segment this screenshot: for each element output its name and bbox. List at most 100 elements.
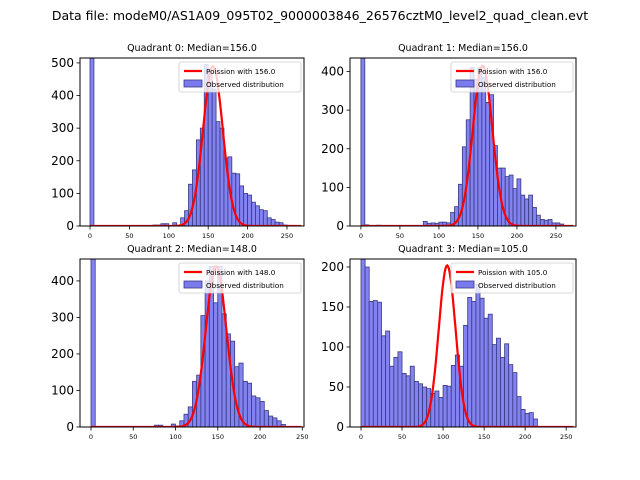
y-tick-label: 200 bbox=[321, 260, 344, 274]
histogram-bar bbox=[500, 167, 506, 226]
x-tick-label: 150 bbox=[212, 433, 224, 441]
histogram-bar bbox=[508, 364, 514, 427]
histogram-bar bbox=[446, 385, 452, 427]
y-tick-label: 300 bbox=[51, 121, 74, 135]
subplot-quadrant-3: Quadrant 3: Median=105.0 0 50 100 150 200 250 0… bbox=[321, 244, 577, 441]
histogram-bar bbox=[278, 222, 284, 226]
y-tick-label: 0 bbox=[66, 219, 74, 233]
histogram-bar bbox=[247, 194, 252, 226]
x-tick-label: 0 bbox=[88, 232, 92, 240]
y-tick-label: 200 bbox=[51, 154, 74, 168]
figure-suptitle: Data file: modeM0/AS1A09_095T02_90000038… bbox=[52, 8, 588, 23]
poisson-curve bbox=[360, 64, 574, 226]
x-tick-label: 0 bbox=[359, 433, 363, 441]
legend-label-observed: Observed distribution bbox=[478, 80, 556, 89]
legend-label-poisson: Poission with 156.0 bbox=[206, 67, 276, 76]
histogram-bar bbox=[272, 417, 278, 427]
x-tick-label: 250 bbox=[550, 232, 562, 240]
x-tick-label: 200 bbox=[241, 232, 253, 240]
histogram-bar bbox=[483, 317, 489, 427]
y-tick-label: 400 bbox=[51, 274, 74, 288]
axes-frame bbox=[349, 57, 577, 227]
y-tick-label: 100 bbox=[51, 383, 74, 397]
histogram-bar bbox=[516, 396, 522, 427]
histogram-bar bbox=[409, 365, 415, 427]
subplot-title: Quadrant 0: Median=156.0 bbox=[127, 43, 257, 54]
subplot-title: Quadrant 1: Median=156.0 bbox=[398, 43, 528, 54]
legend-label-observed: Observed distribution bbox=[478, 281, 556, 290]
histogram-bar bbox=[524, 198, 530, 226]
histogram-bar bbox=[262, 210, 268, 226]
legend-bar-swatch bbox=[455, 280, 475, 289]
histogram-bar bbox=[164, 223, 170, 226]
histogram-bar bbox=[487, 313, 493, 427]
histogram-bar bbox=[259, 401, 265, 427]
x-tick-label: 200 bbox=[254, 433, 266, 441]
histogram-bar bbox=[243, 192, 248, 226]
histogram-bar bbox=[508, 174, 514, 226]
subplot-title: Quadrant 2: Median=148.0 bbox=[127, 244, 257, 255]
legend: Poission with 156.0 Observed distribution bbox=[178, 61, 302, 93]
x-tick-label: 150 bbox=[472, 232, 484, 240]
histogram-bar bbox=[475, 284, 481, 427]
axes-frame bbox=[79, 258, 305, 428]
histogram-bar bbox=[516, 178, 522, 226]
histogram-bar bbox=[172, 222, 178, 226]
histogram-bar bbox=[360, 259, 366, 427]
histogram-bar bbox=[389, 365, 395, 427]
histogram-bar bbox=[536, 214, 541, 226]
histogram-bar bbox=[255, 397, 261, 427]
x-tick-label: 100 bbox=[433, 232, 445, 240]
legend-bar-swatch bbox=[455, 79, 475, 88]
histogram-bar bbox=[246, 382, 252, 427]
y-tick-label: 400 bbox=[51, 89, 74, 103]
histogram-bar bbox=[532, 207, 537, 226]
y-tick-label: 500 bbox=[51, 56, 74, 70]
histogram-bar bbox=[512, 188, 518, 226]
histogram-bar bbox=[266, 217, 272, 226]
histogram-bar bbox=[263, 410, 269, 427]
legend-bar-swatch bbox=[183, 79, 203, 88]
x-tick-label: 250 bbox=[560, 433, 572, 441]
histogram-bar bbox=[268, 415, 274, 427]
histogram-bar bbox=[397, 351, 403, 427]
y-tick-label: 400 bbox=[321, 65, 344, 79]
legend-bar-swatch bbox=[183, 280, 203, 289]
y-tick-label: 200 bbox=[51, 347, 74, 361]
y-tick-label: 100 bbox=[321, 340, 344, 354]
histogram-bar bbox=[207, 72, 213, 226]
poisson-curve bbox=[90, 64, 302, 226]
histogram-bar bbox=[405, 375, 411, 427]
x-tick-label: 50 bbox=[396, 232, 404, 240]
x-tick-label: 250 bbox=[296, 433, 308, 441]
legend-box bbox=[178, 262, 302, 294]
histogram-bar bbox=[242, 380, 248, 427]
histogram-bar bbox=[481, 76, 487, 226]
histogram-bar bbox=[524, 412, 530, 427]
x-tick-label: 50 bbox=[125, 232, 133, 240]
poisson-curve bbox=[361, 263, 574, 427]
subplot-quadrant-1: Quadrant 1: Median=156.0 0 50 100 150 200 250 0… bbox=[321, 43, 577, 240]
histogram-bar bbox=[215, 121, 221, 226]
x-tick-label: 150 bbox=[202, 232, 214, 240]
y-tick-label: 0 bbox=[336, 420, 344, 434]
legend-label-observed: Observed distribution bbox=[206, 281, 284, 290]
x-tick-label: 150 bbox=[478, 433, 490, 441]
histogram-bar bbox=[364, 266, 370, 427]
y-tick-label: 100 bbox=[51, 186, 74, 200]
histogram-bar bbox=[438, 396, 444, 427]
histogram-bar bbox=[213, 302, 219, 427]
legend: Poission with 105.0 Observed distribution bbox=[450, 262, 574, 294]
y-tick-label: 300 bbox=[51, 310, 74, 324]
histogram-bar bbox=[393, 356, 399, 427]
y-tick-label: 0 bbox=[336, 219, 344, 233]
histogram-bar bbox=[528, 194, 533, 226]
histogram-bar bbox=[280, 424, 286, 427]
histogram-bar bbox=[504, 343, 510, 427]
histogram-bar bbox=[520, 194, 526, 226]
histogram-bar bbox=[368, 300, 374, 427]
histogram-bar bbox=[450, 364, 456, 427]
histogram-bar bbox=[360, 58, 366, 226]
plot-area bbox=[360, 259, 574, 427]
histogram-bar bbox=[495, 337, 501, 427]
